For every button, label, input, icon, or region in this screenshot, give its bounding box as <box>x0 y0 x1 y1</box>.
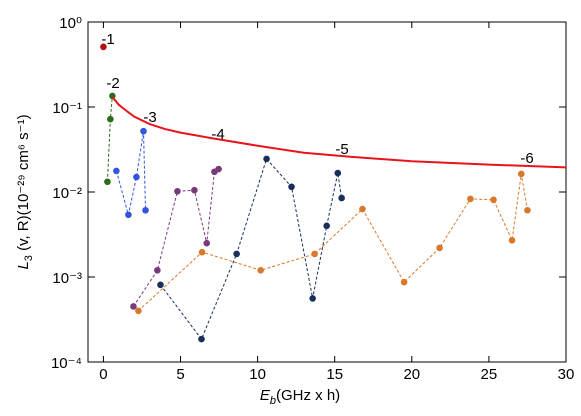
series-line <box>106 95 113 182</box>
x-tick-label: 25 <box>481 366 498 383</box>
data-point <box>174 187 181 195</box>
data-point <box>309 295 316 302</box>
data-point <box>490 196 497 204</box>
data-point <box>142 206 149 214</box>
series-line <box>138 173 528 312</box>
data-point <box>524 206 531 214</box>
annotation: -4 <box>211 126 224 143</box>
data-point <box>436 244 443 252</box>
data-point <box>133 173 140 181</box>
data-point <box>334 169 342 177</box>
data-point <box>100 43 107 51</box>
series-line <box>115 131 147 215</box>
data-point <box>203 239 211 247</box>
data-point <box>288 183 295 191</box>
data-point <box>263 155 270 163</box>
data-point <box>130 303 137 310</box>
data-point <box>338 194 345 202</box>
data-point <box>198 248 206 256</box>
x-axis-label: Eb(GHz x h) <box>260 387 340 407</box>
data-point <box>113 167 120 175</box>
data-point <box>311 250 318 258</box>
data-point <box>198 335 205 343</box>
data-point <box>323 222 330 230</box>
data-point <box>359 205 366 213</box>
curve <box>111 96 567 169</box>
plot-frame <box>87 21 567 363</box>
data-point <box>233 250 240 258</box>
data-point <box>140 127 147 135</box>
data-point <box>157 281 164 289</box>
data-point <box>257 266 264 274</box>
y-axis-label: L3 (v, R)(10⁻²⁹ cm⁶ s⁻¹) <box>15 114 35 269</box>
data-point <box>154 266 161 274</box>
data-point <box>508 237 516 244</box>
y-tick-label: 10⁰ <box>59 15 82 32</box>
x-tick-label: 30 <box>558 366 575 383</box>
series-line <box>160 157 343 341</box>
x-tick-label: 0 <box>99 366 107 383</box>
data-point <box>191 186 198 194</box>
x-tick-label: 5 <box>176 366 184 383</box>
annotation: -2 <box>106 75 119 92</box>
y-tick-label: 10⁻⁴ <box>51 355 82 372</box>
annotation: -6 <box>520 150 533 167</box>
x-tick-label: 10 <box>249 366 266 383</box>
data-point <box>517 170 525 178</box>
data-point <box>107 115 114 123</box>
data-point <box>104 178 111 186</box>
data-point <box>467 195 474 203</box>
y-tick-label: 10⁻² <box>52 185 82 202</box>
x-tick-label: 20 <box>403 366 420 383</box>
y-tick-label: 10⁻³ <box>52 270 82 287</box>
data-point <box>135 307 142 315</box>
data-point <box>215 165 222 173</box>
annotation: -3 <box>143 109 156 126</box>
x-tick-label: 15 <box>326 366 343 383</box>
data-point <box>400 278 408 286</box>
annotation: -1 <box>101 31 114 48</box>
data-point <box>125 211 132 219</box>
annotation: -5 <box>335 141 348 158</box>
y-tick-label: 10⁻¹ <box>52 100 82 117</box>
